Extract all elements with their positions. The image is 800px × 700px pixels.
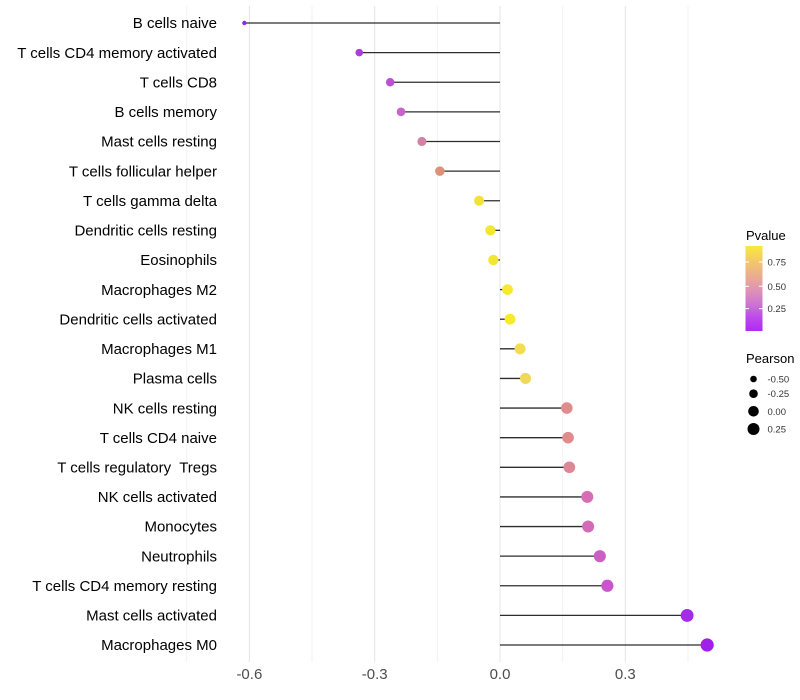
size-legend-dot <box>750 375 757 383</box>
category-label: Neutrophils <box>141 548 217 565</box>
category-label: T cells CD4 naive <box>100 430 217 447</box>
category-label: T cells CD4 memory activated <box>17 45 217 62</box>
x-axis-tick-label: 0.0 <box>490 666 511 683</box>
category-label: Monocytes <box>144 519 217 536</box>
category-label: B cells naive <box>133 15 217 32</box>
lollipop-dot <box>385 78 395 87</box>
category-label: T cells CD8 <box>140 74 217 91</box>
lollipop-dot <box>242 20 247 26</box>
lollipop-dot <box>514 343 526 355</box>
size-legend-dot <box>749 389 758 399</box>
lollipop-dot <box>485 225 496 236</box>
pvalue-legend-title: Pvalue <box>746 228 786 243</box>
colorbar-tick-label: 0.25 <box>768 304 787 315</box>
category-label: Plasma cells <box>133 371 217 388</box>
pearson-legend-title: Pearson <box>746 351 795 366</box>
lollipop-dot <box>355 48 364 57</box>
category-label: Macrophages M1 <box>101 341 217 358</box>
lollipop-dot <box>519 372 532 384</box>
category-label: T cells follicular helper <box>69 163 217 180</box>
lollipop-dot <box>582 520 595 533</box>
category-label: T cells regulatory Tregs <box>57 460 217 477</box>
category-label: Dendritic cells activated <box>59 311 217 328</box>
lollipop-dot <box>502 284 513 295</box>
category-label: Eosinophils <box>140 252 217 269</box>
colorbar-tick-label: 0.50 <box>768 282 787 293</box>
lollipop-dot <box>561 402 573 414</box>
lollipop-dot <box>504 313 516 325</box>
category-label: T cells CD4 memory resting <box>32 578 217 595</box>
category-label: B cells memory <box>114 104 217 121</box>
x-axis-tick-label: 0.3 <box>615 666 636 683</box>
colorbar-tick-label: 0.75 <box>768 258 787 269</box>
lollipop-dot <box>601 579 614 592</box>
lollipop-dot <box>581 490 594 503</box>
category-label: Dendritic cells resting <box>74 223 217 240</box>
pvalue-colorbar <box>745 246 763 331</box>
lollipop-dot <box>593 550 606 563</box>
lollipop-dot <box>700 638 714 652</box>
size-legend-dot <box>747 423 760 435</box>
size-legend-label: -0.25 <box>768 389 790 400</box>
x-axis-tick-label: -0.6 <box>236 666 262 683</box>
lollipop-dot <box>417 136 427 147</box>
category-label: NK cells activated <box>98 489 217 506</box>
category-label: Mast cells resting <box>101 134 217 151</box>
lollipop-dot <box>396 107 406 117</box>
x-axis-tick-label: -0.3 <box>362 666 388 683</box>
category-label: NK cells resting <box>113 400 217 417</box>
size-legend-label: 0.25 <box>768 425 787 436</box>
category-label: T cells gamma delta <box>83 193 218 210</box>
size-legend-label: -0.50 <box>768 375 790 386</box>
size-legend-dot <box>748 406 759 417</box>
lollipop-dot <box>488 254 499 266</box>
category-label: Mast cells activated <box>86 608 217 625</box>
lollipop-dot <box>563 461 576 474</box>
lollipop-dot <box>474 195 485 206</box>
lollipop-dot <box>435 166 445 176</box>
size-legend-label: 0.00 <box>768 407 787 418</box>
lollipop-dot <box>680 608 694 622</box>
category-label: Macrophages M2 <box>101 282 217 299</box>
category-label: Macrophages M0 <box>101 637 217 654</box>
lollipop-dot <box>562 431 574 444</box>
